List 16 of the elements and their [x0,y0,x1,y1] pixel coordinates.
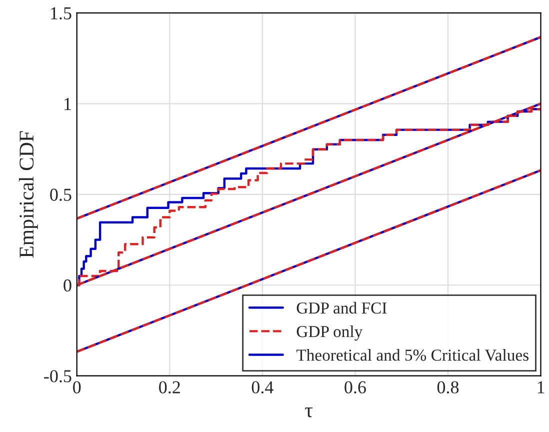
x-tick-label: 0.8 [437,381,459,394]
x-axis-title: τ [305,408,313,418]
x-tick-label: 0 [73,381,81,394]
y-tick-label: 1.5 [51,7,72,20]
legend-label: Theoretical and 5% Critical Values [296,349,528,361]
legend-label: GDP only [296,325,363,341]
y-tick-label: 0 [64,279,72,292]
x-tick-label: 0.2 [159,381,180,394]
y-tick-label: 1 [64,98,71,110]
x-tick-label: 1 [538,381,544,394]
y-tick-label: -0.5 [44,370,72,382]
x-tick-label: 0.4 [252,381,274,394]
y-tick-label: 0.5 [50,188,72,201]
x-tick-label: 0.6 [344,381,366,394]
y-axis-title: Empirical CDF [18,131,38,258]
legend-label: GDP and FCI [296,302,387,314]
